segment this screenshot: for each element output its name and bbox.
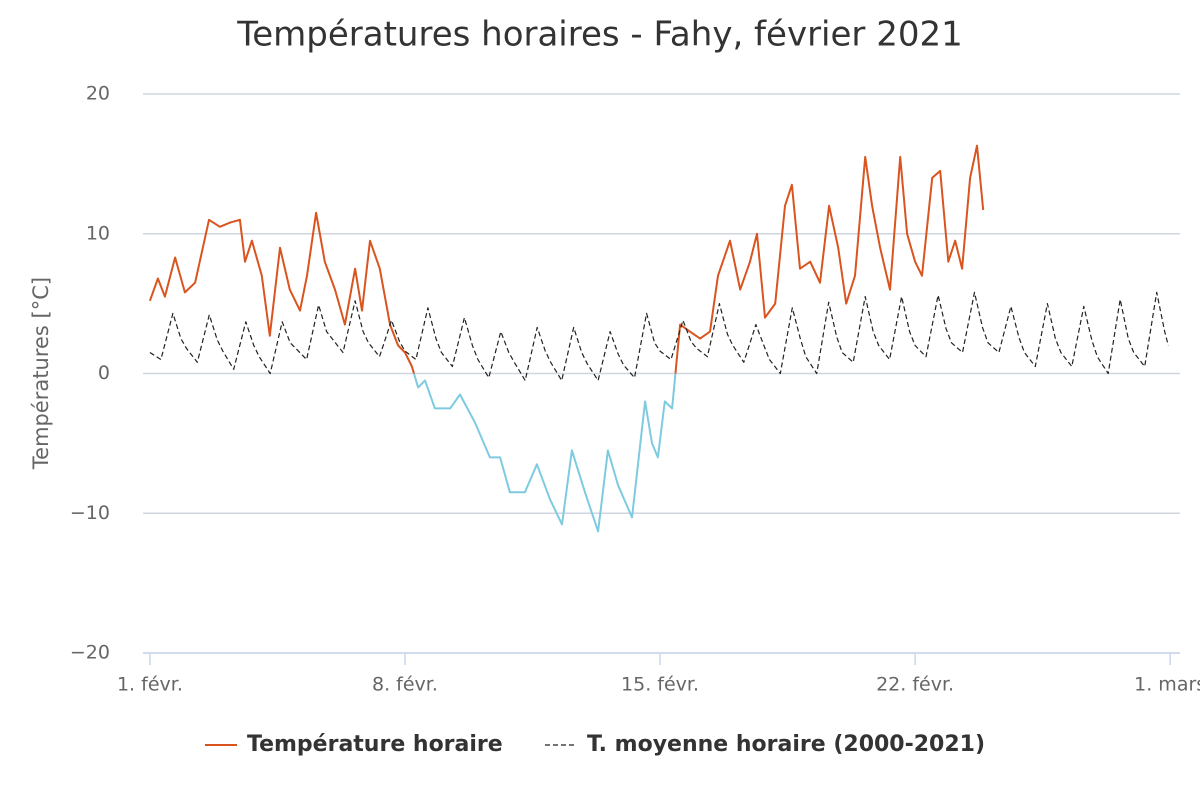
y-tick-label: −10	[70, 502, 110, 524]
chart-title: Températures horaires - Fahy, février 20…	[236, 15, 962, 55]
x-tick-label: 1. mars	[1134, 674, 1200, 696]
y-tick-label: 20	[86, 83, 110, 105]
y-tick-label: 10	[86, 222, 110, 244]
x-tick-label: 22. févr.	[876, 674, 954, 696]
x-tick-label: 15. févr.	[621, 674, 699, 696]
legend-label: Température horaire	[247, 732, 503, 757]
series-line	[148, 144, 985, 533]
x-tick-label: 1. févr.	[117, 674, 183, 696]
y-tick-label: 0	[98, 362, 110, 384]
legend-label: T. moyenne horaire (2000-2021)	[587, 732, 985, 757]
series-line	[149, 291, 1169, 382]
y-tick-label: −20	[70, 642, 110, 664]
y-axis-label: Températures [°C]	[29, 277, 53, 470]
x-tick-label: 8. févr.	[372, 674, 438, 696]
